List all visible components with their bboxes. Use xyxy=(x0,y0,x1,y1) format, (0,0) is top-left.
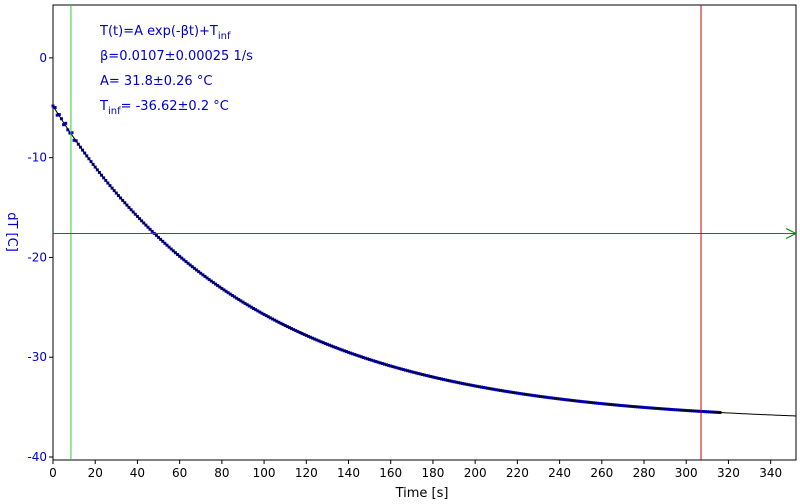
x-tick-label: 260 xyxy=(590,466,613,480)
y-tick-label: 0 xyxy=(39,51,47,65)
data-point xyxy=(70,131,74,135)
fit-annotation-line: T(t)=A exp(-βt)+Tinf xyxy=(99,24,231,42)
data-point xyxy=(64,121,68,125)
data-point xyxy=(62,123,66,127)
data-point xyxy=(72,138,76,142)
x-tick-label: 140 xyxy=(337,466,360,480)
y-axis: 0 -10 -20 -30 -40 xyxy=(27,51,53,464)
fit-annotation-line: β=0.0107±0.00025 1/s xyxy=(100,49,253,64)
x-tick-label: 40 xyxy=(130,466,145,480)
y-axis-label: dT [C] xyxy=(4,212,19,252)
y-tick-label: -10 xyxy=(27,151,47,165)
fit-annotation-line: Tinf= -36.62±0.2 °C xyxy=(99,99,229,117)
data-point xyxy=(53,105,57,109)
data-point xyxy=(66,128,70,132)
x-tick-label: 0 xyxy=(49,466,57,480)
data-point xyxy=(55,113,59,117)
x-tick-label: 100 xyxy=(253,466,276,480)
data-series xyxy=(51,104,722,414)
data-point xyxy=(68,131,72,135)
fit-annotation-line: A= 31.8±0.26 °C xyxy=(100,74,212,89)
y-tick-label: -40 xyxy=(27,450,47,464)
data-point xyxy=(57,113,61,117)
fit-curve xyxy=(52,105,797,417)
x-tick-label: 220 xyxy=(506,466,529,480)
data-point xyxy=(51,104,55,108)
x-tick-label: 180 xyxy=(421,466,444,480)
x-axis-label: Time [s] xyxy=(395,486,449,501)
x-tick-label: 60 xyxy=(172,466,187,480)
x-tick-label: 80 xyxy=(214,466,229,480)
x-tick-label: 20 xyxy=(88,466,103,480)
x-tick-label: 280 xyxy=(633,466,656,480)
plot-area-frame xyxy=(52,4,797,461)
x-tick-label: 160 xyxy=(379,466,402,480)
cursor-horizontal-arrow-icon xyxy=(785,228,798,239)
x-tick-label: 240 xyxy=(548,466,571,480)
y-tick-label: -20 xyxy=(27,250,47,264)
x-tick-label: 120 xyxy=(295,466,318,480)
x-tick-label: 340 xyxy=(759,466,782,480)
x-tick-label: 200 xyxy=(464,466,487,480)
y-tick-label: -30 xyxy=(27,350,47,364)
fit-annotation: T(t)=A exp(-βt)+Tinf β=0.0107±0.00025 1/s… xyxy=(99,24,253,117)
x-tick-label: 320 xyxy=(717,466,740,480)
x-tick-label: 300 xyxy=(675,466,698,480)
x-axis: 0 20 40 60 80 100 120 140 160 180 200 220 240 260 280 3… xyxy=(49,460,782,480)
